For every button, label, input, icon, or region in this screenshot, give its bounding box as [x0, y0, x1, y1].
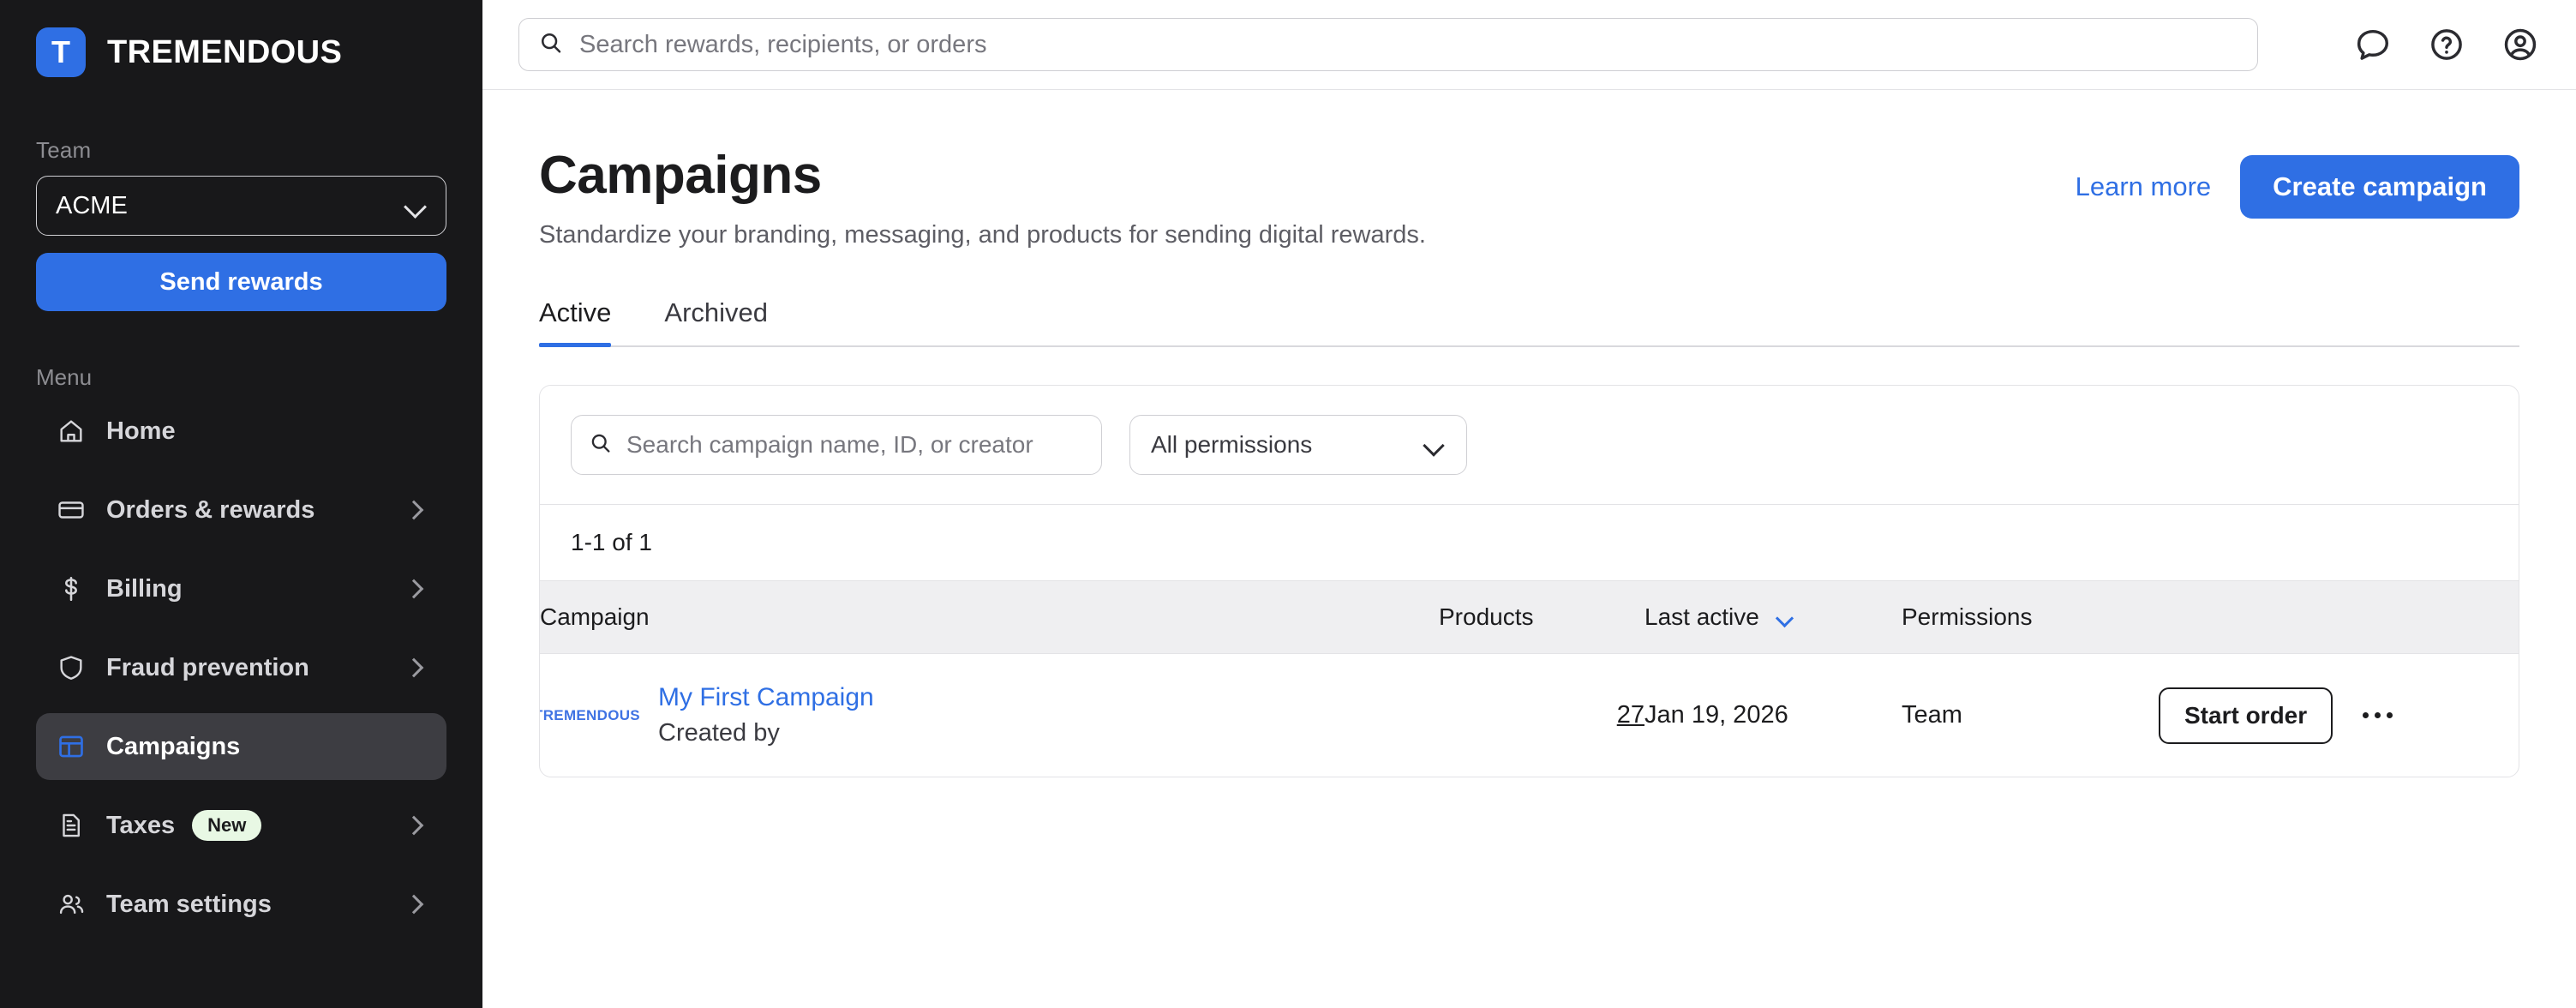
menu-label: Menu	[36, 364, 93, 390]
column-header-campaign[interactable]: Campaign	[540, 580, 1439, 654]
page-header: Campaigns Standardize your branding, mes…	[539, 145, 2519, 249]
search-icon	[589, 431, 613, 459]
create-campaign-button[interactable]: Create campaign	[2240, 155, 2519, 219]
sidebar-item-label: Home	[106, 417, 176, 445]
sidebar-item-home[interactable]: Home	[36, 398, 446, 465]
ellipsis-icon[interactable]	[2353, 692, 2401, 740]
sidebar-item-orders-rewards[interactable]: Orders & rewards	[36, 477, 446, 543]
team-label: Team	[36, 137, 92, 163]
search-input[interactable]	[579, 30, 2238, 59]
column-header-permissions[interactable]: Permissions	[1902, 580, 2159, 654]
last-active-value: Jan 19, 2026	[1644, 701, 1788, 729]
tab-active[interactable]: Active	[539, 297, 612, 347]
table-row[interactable]: TREMENDOUS My First Campaign Created by	[540, 654, 2519, 777]
permissions-filter[interactable]: All permissions	[1129, 415, 1467, 475]
status-badge: New	[192, 810, 262, 841]
products-count-link[interactable]: 27	[1616, 701, 1644, 729]
campaigns-card: All permissions 1-1 of 1 Campaign Produc…	[539, 385, 2519, 777]
campaign-search-input[interactable]	[626, 431, 1084, 459]
learn-more-link[interactable]: Learn more	[2075, 171, 2212, 201]
shield-icon	[55, 651, 87, 684]
page-title: Campaigns	[539, 146, 822, 205]
campaigns-table: Campaign Products Last active Permission…	[540, 580, 2519, 777]
team-selector-value: ACME	[56, 191, 128, 219]
campaign-name-link[interactable]: My First Campaign	[658, 683, 874, 711]
tab-archived[interactable]: Archived	[664, 297, 768, 345]
send-rewards-button[interactable]: Send rewards	[36, 253, 446, 311]
table-header: Campaign Products Last active Permission…	[540, 580, 2519, 654]
topbar	[482, 0, 2576, 90]
user-circle-icon[interactable]	[2501, 25, 2540, 64]
help-circle-icon[interactable]	[2427, 25, 2466, 64]
card-filters: All permissions	[540, 386, 2519, 504]
topbar-icons	[2353, 25, 2540, 64]
sidebar-item-campaigns[interactable]: Campaigns	[36, 713, 446, 780]
start-order-button[interactable]: Start order	[2159, 687, 2333, 744]
campaign-search[interactable]	[571, 415, 1102, 475]
main-area: Campaigns Standardize your branding, mes…	[482, 0, 2576, 1008]
sidebar-item-label: Fraud prevention	[106, 653, 309, 681]
result-count: 1-1 of 1	[540, 504, 2519, 580]
credit-card-icon	[55, 494, 87, 526]
page-content: Campaigns Standardize your branding, mes…	[482, 90, 2576, 777]
users-icon	[55, 888, 87, 921]
column-header-last-active[interactable]: Last active	[1644, 580, 1902, 654]
permissions-filter-value: All permissions	[1151, 431, 1313, 458]
chevron-right-icon	[405, 501, 424, 519]
sidebar: T TREMENDOUS Team ACME Send rewards Menu…	[0, 0, 482, 1008]
chevron-right-icon	[405, 658, 424, 677]
brand-mark-icon: T	[36, 27, 86, 77]
team-selector[interactable]: ACME	[36, 176, 446, 236]
sidebar-item-fraud-prevention[interactable]: Fraud prevention	[36, 634, 446, 701]
brand-logo[interactable]: T TREMENDOUS	[36, 0, 446, 77]
sidebar-item-taxes[interactable]: Taxes New	[36, 792, 446, 859]
sidebar-item-team-settings[interactable]: Team settings	[36, 871, 446, 938]
search-icon	[538, 30, 564, 60]
sidebar-item-label: Team settings	[106, 890, 272, 918]
chevron-down-icon	[1776, 610, 1794, 627]
campaign-thumbnail: TREMENDOUS	[540, 707, 640, 724]
dollar-icon	[55, 573, 87, 605]
permissions-value: Team	[1902, 701, 1962, 729]
column-header-products[interactable]: Products	[1439, 580, 1644, 654]
chevron-down-icon	[1423, 434, 1446, 456]
chevron-right-icon	[405, 816, 424, 835]
chevron-right-icon	[405, 895, 424, 914]
sidebar-item-label: Billing	[106, 574, 183, 603]
chevron-down-icon	[404, 195, 427, 217]
sidebar-item-billing[interactable]: Billing	[36, 555, 446, 622]
campaign-creator: Created by	[658, 719, 780, 747]
campaign-thumbnail-label: TREMENDOUS	[539, 706, 640, 723]
chat-bubble-icon[interactable]	[2353, 25, 2393, 64]
sidebar-item-label: Campaigns	[106, 732, 241, 760]
home-icon	[55, 415, 87, 447]
layout-icon	[55, 730, 87, 763]
brand-name: TREMENDOUS	[107, 33, 343, 70]
sidebar-nav: Home Orders & rewards Billing	[36, 398, 446, 938]
column-header-actions	[2159, 580, 2519, 654]
sidebar-item-label: Taxes	[106, 811, 176, 839]
document-icon	[55, 809, 87, 842]
page-subtitle: Standardize your branding, messaging, an…	[539, 221, 1426, 249]
global-search[interactable]	[518, 18, 2258, 71]
sidebar-item-label: Orders & rewards	[106, 495, 315, 524]
chevron-right-icon	[405, 579, 424, 598]
tabs: Active Archived	[539, 297, 2519, 347]
table-body: TREMENDOUS My First Campaign Created by	[540, 654, 2519, 777]
column-header-last-active-label: Last active	[1644, 603, 1759, 630]
